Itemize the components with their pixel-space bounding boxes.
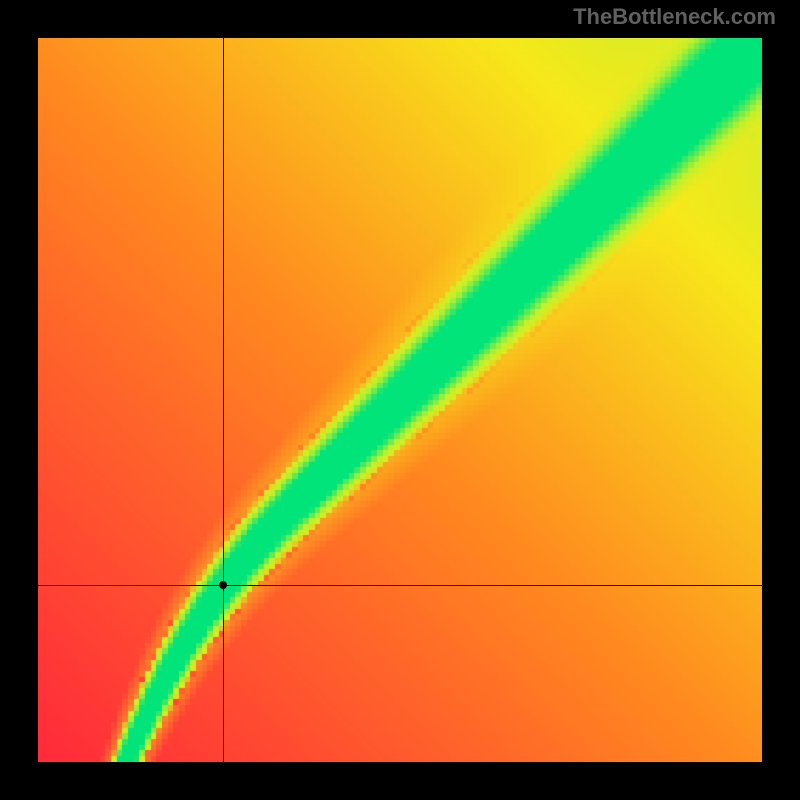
chart-container: TheBottleneck.com	[0, 0, 800, 800]
crosshair-vertical	[223, 38, 224, 762]
crosshair-horizontal	[38, 585, 762, 586]
attribution-text: TheBottleneck.com	[573, 4, 776, 30]
crosshair-marker	[219, 581, 227, 589]
bottleneck-heatmap	[38, 38, 762, 762]
